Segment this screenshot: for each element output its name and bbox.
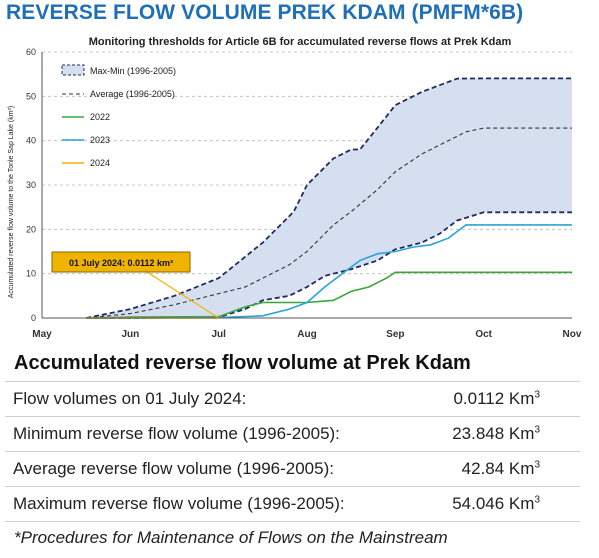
legend-label: 2022 bbox=[90, 112, 110, 122]
summary-row-label: Maximum reverse flow volume (1996-2005): bbox=[5, 486, 419, 522]
axis-layer: 0 10 20 30 40 50 60 May Jun Jul Aug Sep Oct Nov bbox=[26, 47, 582, 340]
series-line-2023 bbox=[86, 224, 572, 319]
band-max-line bbox=[86, 77, 572, 319]
y-tick-label: 30 bbox=[26, 180, 36, 190]
summary-row-value: 54.046 Km3 bbox=[418, 486, 580, 522]
legend-label: 2024 bbox=[90, 158, 110, 168]
x-tick-label: Oct bbox=[475, 329, 492, 340]
annotation-box bbox=[51, 251, 191, 273]
summary-row: Minimum reverse flow volume (1996-2005):… bbox=[5, 416, 580, 452]
y-axis-label: Accumulated reverse flow volume to the T… bbox=[8, 106, 15, 298]
y-tick-label: 60 bbox=[26, 47, 36, 57]
x-tick-label: Jul bbox=[211, 329, 226, 340]
y-tick-label: 10 bbox=[26, 269, 36, 279]
summary-title: Accumulated reverse flow volume at Prek … bbox=[14, 352, 471, 374]
legend-swatch-band bbox=[61, 64, 85, 76]
summary-row-label: Flow volumes on 01 July 2024: bbox=[5, 381, 419, 417]
y-tick-label: 40 bbox=[26, 136, 36, 146]
band-layer bbox=[86, 77, 572, 319]
y-tick-label: 20 bbox=[26, 224, 36, 234]
summary-row-value: 42.84 Km3 bbox=[418, 451, 580, 487]
x-tick-label: Aug bbox=[297, 329, 316, 340]
y-tick-label: 0 bbox=[31, 313, 36, 323]
footnote: *Procedures for Maintenance of Flows on … bbox=[14, 528, 448, 547]
accumulated-flow-chart: Monitoring thresholds for Article 6B for… bbox=[8, 36, 582, 340]
annotation-pointer bbox=[146, 271, 219, 319]
summary-row-value: 0.0112 Km3 bbox=[418, 381, 580, 417]
max-min-band bbox=[86, 78, 572, 319]
annotation: 01 July 2024: 0.0112 km³ bbox=[51, 251, 219, 319]
summary-row-label: Minimum reverse flow volume (1996-2005): bbox=[5, 416, 419, 452]
series-line-2022 bbox=[86, 271, 572, 319]
chart-title: Monitoring thresholds for Article 6B for… bbox=[89, 36, 512, 48]
summary-section: Accumulated reverse flow volume at Prek … bbox=[0, 350, 599, 548]
summary-row-label: Average reverse flow volume (1996-2005): bbox=[5, 451, 419, 487]
x-tick-label: Sep bbox=[386, 329, 404, 340]
legend-label: Average (1996-2005) bbox=[90, 89, 175, 99]
legend-label: 2023 bbox=[90, 135, 110, 145]
summary-row: Average reverse flow volume (1996-2005):… bbox=[5, 451, 580, 487]
x-tick-label: May bbox=[32, 329, 52, 340]
x-tick-label: Nov bbox=[563, 329, 582, 340]
summary-table: Flow volumes on 01 July 2024: 0.0112 Km3 M… bbox=[5, 381, 580, 522]
summary-row-value: 23.848 Km3 bbox=[418, 416, 580, 452]
legend-label-band: Max-Min (1996-2005) bbox=[90, 66, 176, 76]
band-min-line bbox=[86, 211, 572, 319]
summary-row: Maximum reverse flow volume (1996-2005):… bbox=[5, 486, 580, 522]
x-tick-label: Jun bbox=[121, 329, 139, 340]
page-title: REVERSE FLOW VOLUME PREK KDAM (PMFM*6B) bbox=[6, 1, 524, 24]
annotation-text: 01 July 2024: 0.0112 km³ bbox=[69, 258, 173, 268]
series-line-average bbox=[86, 127, 572, 319]
legend: Max-Min (1996-2005) Average (1996-2005) 20… bbox=[61, 64, 176, 168]
y-tick-label: 50 bbox=[26, 91, 36, 101]
summary-row: Flow volumes on 01 July 2024: 0.0112 Km3 bbox=[5, 381, 580, 417]
